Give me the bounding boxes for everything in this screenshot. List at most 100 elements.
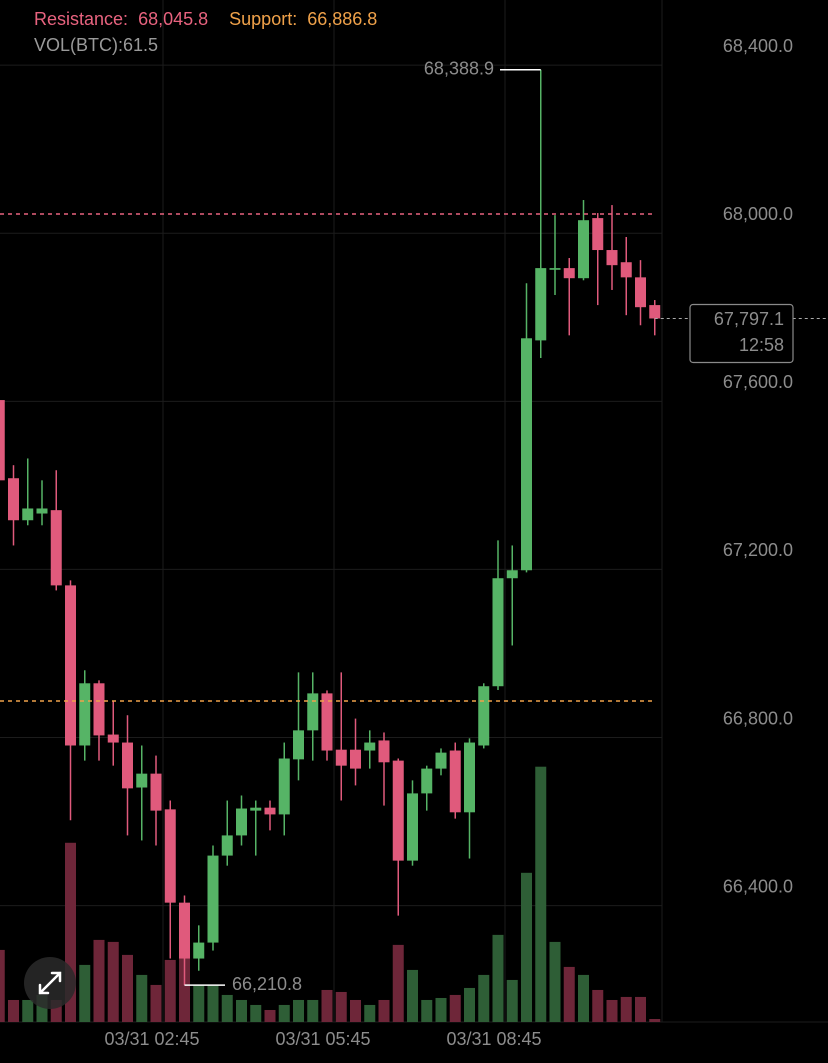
volume-bar	[350, 999, 361, 1022]
volume-bar	[535, 766, 547, 1022]
support-label: Support:	[229, 9, 297, 29]
candle-body	[236, 808, 247, 836]
last-price-label: 67,797.1	[714, 309, 784, 329]
candle-body	[478, 686, 490, 746]
volume-bar	[107, 941, 119, 1022]
resistance-legend: Resistance: 68,045.8 Support: 66,886.8	[34, 9, 377, 29]
overlays: 68,400.0 68,000.0 67,600.0 67,200.0 66,800.0…	[0, 36, 828, 1049]
candle-body	[8, 478, 19, 521]
candles	[0, 69, 661, 986]
y-tick-label: 66,400.0	[723, 876, 793, 896]
volume-bar	[364, 1004, 376, 1022]
volume-bar	[606, 999, 618, 1022]
y-tick-label: 66,800.0	[723, 708, 793, 728]
high-label: 68,388.9	[424, 59, 494, 79]
candle-body	[179, 902, 190, 959]
volume-bar	[578, 974, 589, 1022]
candle-body	[592, 218, 604, 251]
candle-body	[0, 400, 5, 481]
volume-bar	[478, 974, 490, 1022]
candle-body	[136, 773, 148, 788]
candle-body	[407, 793, 418, 861]
candle-body	[350, 749, 361, 769]
volume-bar	[36, 994, 48, 1022]
candle-body	[492, 578, 504, 687]
candle-body	[635, 277, 646, 308]
volume-bar	[8, 999, 19, 1022]
candle-body	[22, 508, 34, 521]
candle-body	[335, 749, 347, 766]
x-tick-label: 03/31 08:45	[446, 1029, 541, 1049]
volume-bar	[407, 969, 418, 1022]
candle-body	[378, 740, 390, 763]
volume-label: VOL(BTC):	[34, 35, 123, 55]
candle-body	[578, 220, 589, 279]
candle-body	[549, 268, 561, 270]
candle-body	[79, 683, 91, 746]
volume-bar	[0, 949, 5, 1022]
volume-bar	[293, 999, 304, 1022]
resistance-label: Resistance:	[34, 9, 128, 29]
candle-body	[521, 338, 532, 571]
volume-bar	[193, 984, 205, 1022]
expand-button[interactable]	[24, 957, 76, 1009]
candle-body	[293, 730, 304, 760]
candle-body	[307, 693, 319, 731]
candle-body	[150, 773, 162, 811]
volume-bar	[122, 954, 133, 1022]
volume-bar	[150, 984, 162, 1022]
y-tick-label: 67,200.0	[723, 540, 793, 560]
volume-bar	[563, 966, 575, 1022]
candle-body	[93, 683, 105, 736]
candle-body	[392, 760, 404, 861]
volume-bar	[164, 959, 176, 1022]
volume-bar	[93, 939, 105, 1022]
candle-body	[421, 768, 433, 794]
volume-bar	[635, 996, 646, 1022]
volume-bar	[22, 999, 34, 1022]
last-price-box	[689, 303, 794, 364]
volume-bar	[79, 964, 91, 1022]
volume-bar	[392, 944, 404, 1022]
candle-body	[193, 942, 205, 959]
y-tick-label: 68,000.0	[723, 204, 793, 224]
volume-bar	[207, 984, 219, 1022]
candle-body	[107, 734, 119, 743]
expand-icon[interactable]	[38, 971, 62, 995]
candle-body	[364, 742, 376, 751]
support-value: 66,886.8	[307, 9, 377, 29]
candle-body	[435, 752, 447, 769]
volume-bar	[321, 989, 333, 1022]
countdown: 12:58	[739, 335, 784, 355]
grid	[0, 0, 828, 1023]
candle-body	[207, 855, 219, 943]
x-tick-label: 03/31 02:45	[104, 1029, 199, 1049]
candle-body	[221, 835, 233, 856]
candle-body	[50, 510, 62, 586]
volume-bar	[378, 999, 390, 1022]
volume-value: 61.5	[123, 35, 158, 55]
candle-body	[620, 262, 632, 278]
volume-bar	[449, 994, 461, 1022]
volume-bar	[221, 994, 233, 1022]
candle-body	[464, 742, 475, 813]
volume-pane	[0, 766, 661, 1022]
candle-body	[250, 807, 262, 811]
volume-bar	[435, 997, 447, 1022]
volume-bar	[335, 991, 347, 1022]
volume-bar	[250, 1004, 262, 1022]
y-tick-label: 67,600.0	[723, 372, 793, 392]
candle-body	[606, 250, 618, 266]
candle-body	[321, 693, 333, 751]
volume-bar	[506, 979, 518, 1022]
volume-bar	[50, 999, 62, 1022]
candle-body	[506, 570, 518, 579]
volume-bar	[136, 974, 148, 1022]
volume-bar	[278, 1004, 290, 1022]
candle-body	[278, 758, 290, 815]
candle-body	[122, 742, 133, 789]
volume-bar	[264, 1009, 276, 1022]
candle-body	[563, 268, 575, 279]
